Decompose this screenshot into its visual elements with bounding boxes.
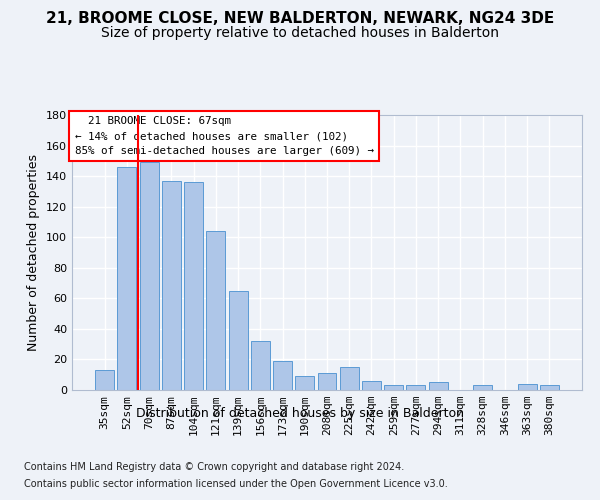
Text: 21 BROOME CLOSE: 67sqm
← 14% of detached houses are smaller (102)
85% of semi-de: 21 BROOME CLOSE: 67sqm ← 14% of detached… [74,116,374,156]
Bar [273,361,292,390]
Bar [184,182,203,390]
Bar [295,376,314,390]
Bar [118,167,136,390]
Bar [540,386,559,390]
Bar [340,367,359,390]
Bar [140,162,158,390]
Bar [362,381,381,390]
Bar [518,384,536,390]
Y-axis label: Number of detached properties: Number of detached properties [28,154,40,351]
Bar [317,373,337,390]
Text: Size of property relative to detached houses in Balderton: Size of property relative to detached ho… [101,26,499,40]
Bar [162,180,181,390]
Bar [95,370,114,390]
Bar [473,386,492,390]
Text: Distribution of detached houses by size in Balderton: Distribution of detached houses by size … [136,408,464,420]
Bar [206,231,225,390]
Bar [406,386,425,390]
Text: 21, BROOME CLOSE, NEW BALDERTON, NEWARK, NG24 3DE: 21, BROOME CLOSE, NEW BALDERTON, NEWARK,… [46,11,554,26]
Bar [229,290,248,390]
Text: Contains HM Land Registry data © Crown copyright and database right 2024.: Contains HM Land Registry data © Crown c… [24,462,404,472]
Bar [251,341,270,390]
Bar [429,382,448,390]
Bar [384,386,403,390]
Text: Contains public sector information licensed under the Open Government Licence v3: Contains public sector information licen… [24,479,448,489]
